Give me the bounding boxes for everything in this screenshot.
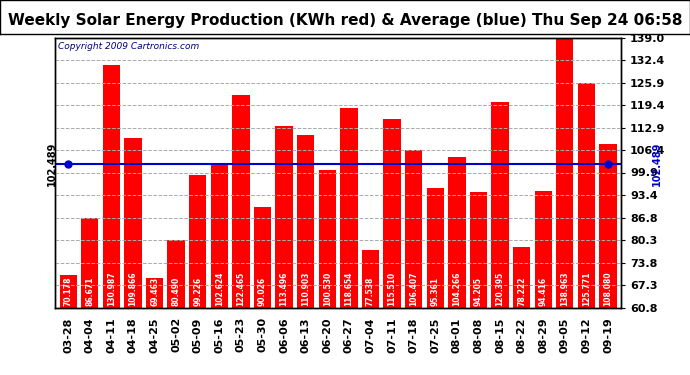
- Bar: [362, 250, 379, 308]
- Text: 69.463: 69.463: [150, 277, 159, 306]
- Text: 109.866: 109.866: [128, 271, 137, 306]
- Text: 130.987: 130.987: [107, 271, 116, 306]
- Bar: [254, 207, 271, 308]
- Text: 94.416: 94.416: [539, 277, 548, 306]
- Bar: [168, 240, 185, 308]
- Text: 95.361: 95.361: [431, 277, 440, 306]
- Bar: [124, 138, 141, 308]
- Text: 110.903: 110.903: [302, 272, 310, 306]
- Text: 138.963: 138.963: [560, 271, 569, 306]
- Bar: [297, 135, 315, 308]
- Text: 102.489: 102.489: [652, 141, 662, 186]
- Bar: [470, 192, 487, 308]
- Bar: [600, 144, 617, 308]
- Bar: [513, 248, 531, 308]
- Bar: [210, 163, 228, 308]
- Text: 90.026: 90.026: [258, 277, 267, 306]
- Text: 104.266: 104.266: [453, 272, 462, 306]
- Text: 70.178: 70.178: [63, 276, 72, 306]
- Bar: [189, 175, 206, 308]
- Bar: [384, 118, 401, 308]
- Text: 99.226: 99.226: [193, 277, 202, 306]
- Text: 113.496: 113.496: [279, 272, 288, 306]
- Text: 118.654: 118.654: [344, 272, 353, 306]
- Text: 77.538: 77.538: [366, 276, 375, 306]
- Text: 125.771: 125.771: [582, 271, 591, 306]
- Bar: [146, 278, 163, 308]
- Bar: [426, 188, 444, 308]
- Bar: [535, 191, 552, 308]
- Bar: [275, 126, 293, 308]
- Text: 106.407: 106.407: [409, 271, 418, 306]
- Text: 80.490: 80.490: [172, 276, 181, 306]
- Text: 94.205: 94.205: [474, 277, 483, 306]
- Text: 100.530: 100.530: [323, 272, 332, 306]
- Text: 122.465: 122.465: [237, 272, 246, 306]
- Bar: [448, 158, 466, 308]
- Bar: [578, 83, 595, 308]
- Text: Weekly Solar Energy Production (KWh red) & Average (blue) Thu Sep 24 06:58: Weekly Solar Energy Production (KWh red)…: [8, 13, 682, 28]
- Text: 120.395: 120.395: [495, 272, 504, 306]
- Bar: [233, 94, 250, 308]
- Bar: [491, 102, 509, 308]
- Bar: [405, 150, 422, 308]
- Bar: [556, 38, 573, 308]
- Bar: [59, 275, 77, 308]
- Text: 86.671: 86.671: [86, 276, 95, 306]
- Bar: [319, 170, 336, 308]
- Text: 78.222: 78.222: [518, 276, 526, 306]
- Text: 102.489: 102.489: [48, 141, 57, 186]
- Bar: [103, 65, 120, 308]
- Text: Copyright 2009 Cartronics.com: Copyright 2009 Cartronics.com: [58, 42, 199, 51]
- Text: 102.624: 102.624: [215, 272, 224, 306]
- Text: 108.080: 108.080: [604, 271, 613, 306]
- Bar: [81, 218, 99, 308]
- Bar: [340, 108, 357, 307]
- Text: 115.510: 115.510: [388, 272, 397, 306]
